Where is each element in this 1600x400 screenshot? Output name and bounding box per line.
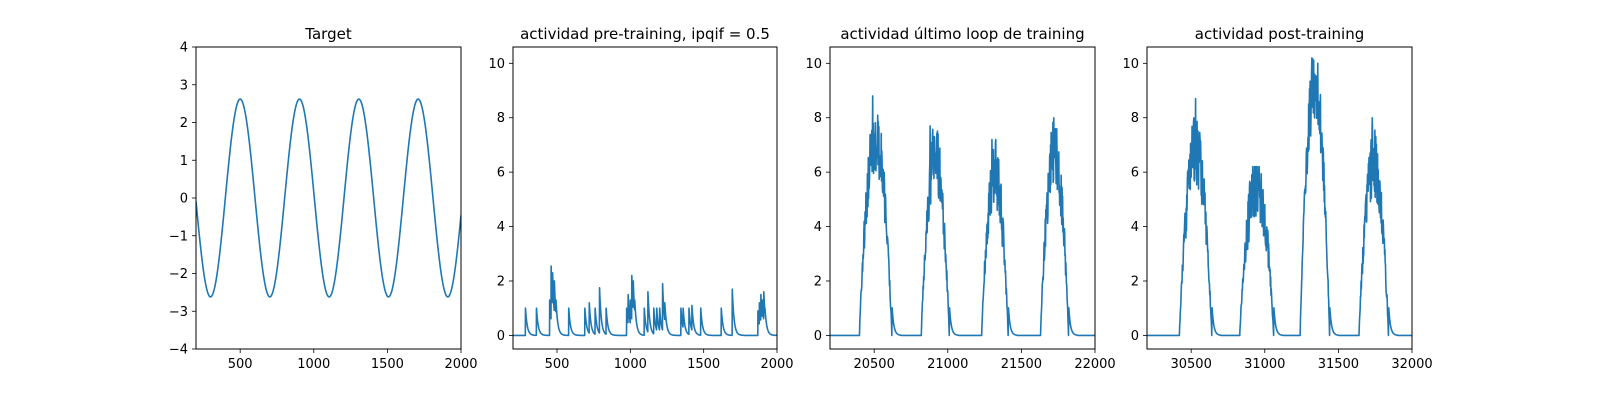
x-tick-label: 32000 — [1391, 357, 1432, 372]
series-line — [830, 95, 1095, 337]
x-tick-label: 31500 — [1318, 357, 1359, 372]
series-line — [1147, 57, 1412, 337]
axes-frame — [829, 46, 1096, 350]
y-tick-label: 0 — [180, 192, 188, 207]
axis-ticks: 30500 31000 31500 32000 0 2 4 6 8 10 — [1122, 57, 1432, 372]
y-tick-label: 10 — [1122, 57, 1139, 72]
x-tick-label: 1000 — [297, 357, 330, 372]
y-tick-label: −3 — [169, 305, 188, 320]
y-tick-label: 6 — [497, 166, 505, 181]
panel-title: actividad post-training — [1195, 25, 1364, 43]
series-line — [513, 265, 777, 337]
panel-pre-training: actividad pre-training, ipqif = 0.5 500 1… — [488, 25, 793, 372]
y-tick-label: 2 — [814, 274, 822, 289]
x-tick-label: 2000 — [760, 357, 793, 372]
axis-ticks: 500 1000 1500 2000 0 2 4 6 8 10 — [488, 57, 793, 372]
x-tick-label: 21500 — [1001, 357, 1042, 372]
y-tick-label: 4 — [180, 41, 188, 56]
y-tick-label: 2 — [1131, 274, 1139, 289]
y-tick-label: 2 — [180, 116, 188, 131]
y-tick-label: 0 — [497, 329, 505, 344]
x-tick-label: 20500 — [853, 357, 894, 372]
plot-area — [513, 265, 777, 337]
axes-frame — [512, 46, 778, 350]
y-tick-label: 0 — [814, 329, 822, 344]
axes-frame — [195, 46, 462, 350]
series-line — [196, 98, 461, 298]
y-tick-label: 3 — [180, 78, 188, 93]
x-tick-label: 2000 — [444, 357, 477, 372]
plot-area — [830, 95, 1095, 337]
y-tick-label: 2 — [497, 274, 505, 289]
y-tick-label: 8 — [1131, 111, 1139, 126]
x-tick-label: 1500 — [371, 357, 404, 372]
y-tick-label: 6 — [814, 166, 822, 181]
y-tick-label: 10 — [805, 57, 822, 72]
panel-title: actividad último loop de training — [840, 25, 1084, 43]
x-tick-label: 1000 — [614, 357, 647, 372]
y-tick-label: 10 — [488, 57, 505, 72]
y-tick-label: −2 — [169, 267, 188, 282]
y-tick-label: −4 — [169, 343, 188, 358]
panel-post-training: actividad post-training 30500 31000 31500 3… — [1122, 25, 1432, 372]
x-tick-label: 500 — [228, 357, 253, 372]
axis-ticks: 20500 21000 21500 22000 0 2 4 6 8 10 — [805, 57, 1115, 372]
x-tick-label: 31000 — [1244, 357, 1285, 372]
y-tick-label: 1 — [180, 154, 188, 169]
x-tick-label: 500 — [545, 357, 570, 372]
y-tick-label: −1 — [169, 229, 188, 244]
panel-target: Target 500 1000 1500 2000 −4 −3 −2 −1 0 1 2 3 4 — [169, 25, 478, 372]
axes-frame — [1146, 46, 1413, 350]
y-tick-label: 4 — [497, 220, 505, 235]
x-tick-label: 1500 — [687, 357, 720, 372]
y-tick-label: 4 — [814, 220, 822, 235]
panel-title: Target — [304, 25, 352, 43]
plot-area — [196, 98, 461, 298]
plot-area — [1147, 57, 1412, 337]
y-tick-label: 0 — [1131, 329, 1139, 344]
y-tick-label: 8 — [814, 111, 822, 126]
axis-ticks: 500 1000 1500 2000 −4 −3 −2 −1 0 1 2 3 4 — [169, 41, 478, 373]
panel-last-training-loop: actividad último loop de training 20500 2… — [805, 25, 1115, 372]
x-tick-label: 30500 — [1170, 357, 1211, 372]
x-tick-label: 22000 — [1074, 357, 1115, 372]
y-tick-label: 8 — [497, 111, 505, 126]
x-tick-label: 21000 — [927, 357, 968, 372]
y-tick-label: 6 — [1131, 166, 1139, 181]
panel-title: actividad pre-training, ipqif = 0.5 — [520, 25, 770, 43]
y-tick-label: 4 — [1131, 220, 1139, 235]
